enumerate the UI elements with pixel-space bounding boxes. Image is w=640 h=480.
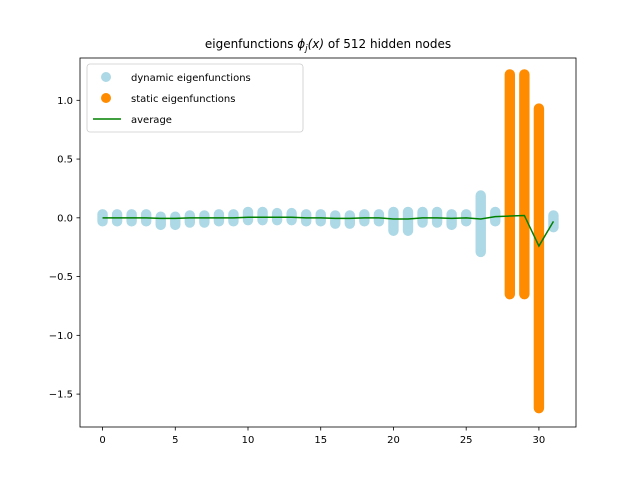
x-tick-label: 15 — [314, 435, 327, 446]
legend: dynamic eigenfunctions static eigenfuncti… — [86, 63, 304, 133]
point-column-static-eigenfunctions-30 — [533, 103, 545, 414]
legend-swatch-marker — [101, 93, 111, 103]
y-tick-label: 1.0 — [57, 96, 73, 107]
x-tick-label: 30 — [533, 435, 546, 446]
point-column-dynamic-eigenfunctions-16 — [330, 210, 341, 229]
plot-area — [97, 69, 559, 414]
y-tick-label: 0.0 — [57, 213, 73, 224]
point-column-dynamic-eigenfunctions-21 — [402, 206, 414, 236]
x-tick-label: 5 — [172, 435, 178, 446]
point-column-dynamic-eigenfunctions-11 — [257, 206, 268, 226]
y-tick-label: −0.5 — [49, 272, 73, 283]
point-column-static-eigenfunctions-29 — [519, 69, 530, 300]
point-column-dynamic-eigenfunctions-26 — [475, 190, 486, 258]
point-column-dynamic-eigenfunctions-7 — [199, 210, 210, 228]
legend-frame — [86, 63, 304, 133]
y-tick-label: −1.0 — [49, 331, 73, 342]
ticks-layer: 0 5 10 15 20 25 30 −1.5 −1.0 −0.5 0.0 0.5 1.0 — [49, 96, 546, 446]
x-tick-label: 25 — [460, 435, 473, 446]
legend-label: dynamic eigenfunctions — [131, 73, 251, 84]
y-tick-label: 0.5 — [57, 155, 73, 166]
plot-frame — [79, 57, 577, 428]
data-layer — [97, 69, 559, 414]
chart-title: eigenfunctions ϕj(x) of 512 hidden nodes — [205, 37, 451, 54]
point-column-static-eigenfunctions-28 — [504, 69, 516, 300]
x-tick-label: 0 — [99, 435, 105, 446]
legend-label: static eigenfunctions — [131, 94, 235, 105]
legend-swatch-marker — [101, 72, 111, 82]
point-column-dynamic-eigenfunctions-24 — [446, 209, 457, 231]
x-tick-label: 20 — [387, 435, 400, 446]
point-column-dynamic-eigenfunctions-31 — [548, 210, 559, 233]
legend-label: average — [131, 115, 172, 126]
point-column-dynamic-eigenfunctions-17 — [344, 210, 356, 229]
point-column-dynamic-eigenfunctions-20 — [388, 206, 399, 236]
point-column-dynamic-eigenfunctions-10 — [242, 206, 254, 226]
y-tick-label: −1.5 — [49, 390, 73, 401]
line-average — [102, 214, 555, 248]
point-column-dynamic-eigenfunctions-6 — [184, 210, 196, 228]
point-column-dynamic-eigenfunctions-4 — [155, 211, 166, 231]
x-tick-label: 10 — [242, 435, 255, 446]
point-column-dynamic-eigenfunctions-0 — [97, 209, 108, 227]
point-column-dynamic-eigenfunctions-5 — [170, 211, 181, 231]
